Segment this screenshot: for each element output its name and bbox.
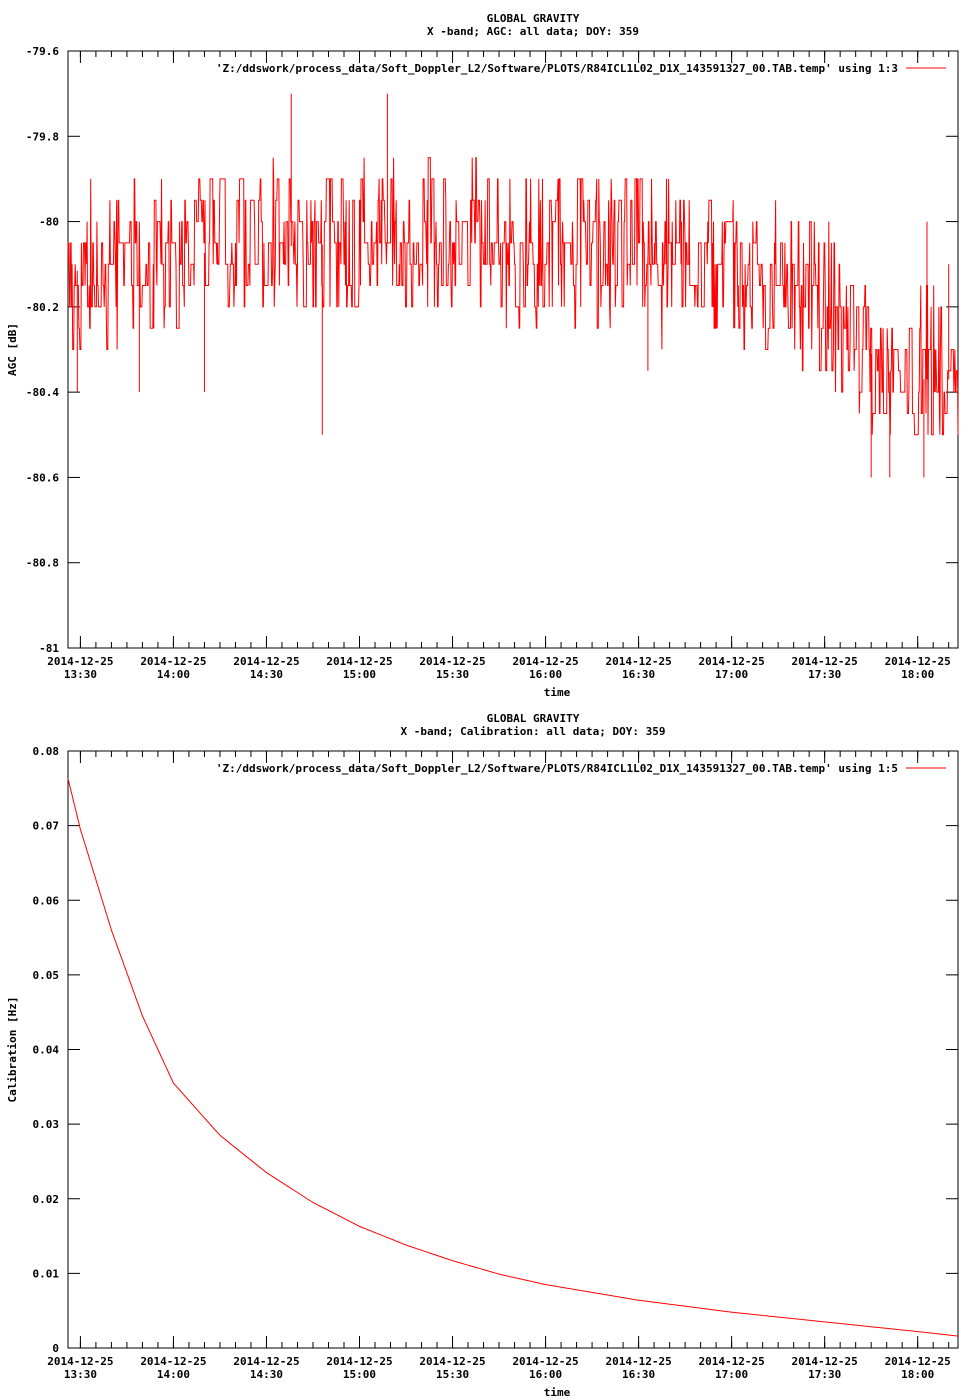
agc-plot: GLOBAL GRAVITY X -band; AGC: all data; D… bbox=[6, 12, 959, 699]
calibration-plot-y-tick-label: 0.02 bbox=[33, 1193, 60, 1206]
calibration-plot-y-tick-label: 0.06 bbox=[33, 894, 60, 907]
agc-plot-legend-label: 'Z:/ddswork/process_data/Soft_Doppler_L2… bbox=[216, 62, 898, 75]
calibration-plot-x-tick-label-date: 2014-12-25 bbox=[699, 1355, 765, 1368]
agc-plot-y-tick-label: -80.8 bbox=[26, 557, 59, 570]
agc-plot-x-tick-label-date: 2014-12-25 bbox=[699, 655, 765, 668]
agc-plot-x-tick-label-date: 2014-12-25 bbox=[233, 655, 299, 668]
calibration-plot-legend-label: 'Z:/ddswork/process_data/Soft_Doppler_L2… bbox=[216, 762, 898, 775]
calibration-plot-x-tick-label-date: 2014-12-25 bbox=[140, 1355, 206, 1368]
calibration-plot-x-tick-label-date: 2014-12-25 bbox=[419, 1355, 485, 1368]
calibration-plot-x-tick-label-date: 2014-12-25 bbox=[233, 1355, 299, 1368]
agc-plot-x-tick-label-date: 2014-12-25 bbox=[326, 655, 392, 668]
calibration-plot-y-axis-label: Calibration [Hz] bbox=[6, 997, 19, 1103]
calibration-plot-x-tick-label-date: 2014-12-25 bbox=[512, 1355, 578, 1368]
agc-plot-x-tick-label-time: 17:00 bbox=[715, 668, 748, 681]
agc-plot-x-tick-label-time: 15:30 bbox=[436, 668, 469, 681]
agc-plot-x-tick-label-date: 2014-12-25 bbox=[512, 655, 578, 668]
agc-plot-y-tick-label: -79.8 bbox=[26, 130, 59, 143]
calibration-plot-title: GLOBAL GRAVITY bbox=[487, 712, 580, 725]
agc-plot-title: GLOBAL GRAVITY bbox=[487, 12, 580, 25]
calibration-plot-x-tick-label-time: 16:00 bbox=[529, 1368, 562, 1381]
agc-plot-x-tick-label-date: 2014-12-25 bbox=[885, 655, 951, 668]
calibration-plot: GLOBAL GRAVITY X -band; Calibration: all… bbox=[6, 712, 959, 1399]
calibration-plot-x-tick-label-date: 2014-12-25 bbox=[326, 1355, 392, 1368]
agc-plot-x-tick-label-time: 13:30 bbox=[64, 668, 97, 681]
agc-plot-x-tick-label-time: 15:00 bbox=[343, 668, 376, 681]
agc-plot-x-tick-label-date: 2014-12-25 bbox=[47, 655, 113, 668]
agc-plot-series-line bbox=[67, 157, 959, 436]
calibration-plot-x-tick-label-date: 2014-12-25 bbox=[885, 1355, 951, 1368]
calibration-plot-x-axis-label: time bbox=[544, 1386, 571, 1399]
calibration-plot-x-tick-label-time: 14:00 bbox=[157, 1368, 190, 1381]
agc-plot-x-tick-label-date: 2014-12-25 bbox=[419, 655, 485, 668]
agc-plot-x-tick-label-time: 14:30 bbox=[250, 668, 283, 681]
calibration-plot-y-tick-label: 0.05 bbox=[33, 969, 60, 982]
agc-plot-x-tick-label-date: 2014-12-25 bbox=[140, 655, 206, 668]
calibration-plot-x-tick-label-date: 2014-12-25 bbox=[792, 1355, 858, 1368]
calibration-plot-y-tick-label: 0.08 bbox=[33, 745, 60, 758]
agc-plot-frame bbox=[67, 50, 959, 649]
calibration-plot-series-line bbox=[67, 778, 959, 1337]
agc-plot-x-tick-label-time: 14:00 bbox=[157, 668, 190, 681]
agc-plot-x-axis-label: time bbox=[544, 686, 571, 699]
calibration-plot-frame bbox=[67, 750, 959, 1349]
agc-plot-x-tick-label-time: 16:30 bbox=[622, 668, 655, 681]
calibration-plot-x-tick-label-time: 17:00 bbox=[715, 1368, 748, 1381]
calibration-plot-y-tick-label: 0.03 bbox=[33, 1118, 60, 1131]
agc-plot-x-tick-label-date: 2014-12-25 bbox=[792, 655, 858, 668]
calibration-plot-x-tick-label-time: 15:30 bbox=[436, 1368, 469, 1381]
calibration-plot-y-tick-label: 0.04 bbox=[33, 1044, 60, 1057]
agc-plot-y-tick-label: -80 bbox=[39, 216, 59, 229]
agc-plot-y-tick-label: -80.2 bbox=[26, 301, 59, 314]
calibration-plot-x-tick-label-time: 17:30 bbox=[808, 1368, 841, 1381]
calibration-plot-y-tick-label: 0.07 bbox=[33, 820, 60, 833]
agc-plot-x-tick-label-time: 18:00 bbox=[901, 668, 934, 681]
agc-plot-y-tick-label: -79.6 bbox=[26, 45, 59, 58]
agc-plot-subtitle: X -band; AGC: all data; DOY: 359 bbox=[427, 25, 639, 38]
agc-plot-x-tick-label-time: 16:00 bbox=[529, 668, 562, 681]
calibration-plot-x-tick-label-time: 14:30 bbox=[250, 1368, 283, 1381]
calibration-plot-x-tick-label-date: 2014-12-25 bbox=[47, 1355, 113, 1368]
calibration-plot-x-tick-label-time: 16:30 bbox=[622, 1368, 655, 1381]
agc-plot-y-axis-label: AGC [dB] bbox=[6, 323, 19, 376]
calibration-plot-y-tick-label: 0 bbox=[52, 1342, 59, 1355]
calibration-plot-x-tick-label-time: 15:00 bbox=[343, 1368, 376, 1381]
calibration-plot-x-tick-label-time: 13:30 bbox=[64, 1368, 97, 1381]
agc-plot-y-tick-label: -80.4 bbox=[26, 386, 59, 399]
calibration-plot-x-tick-label-date: 2014-12-25 bbox=[605, 1355, 671, 1368]
calibration-plot-subtitle: X -band; Calibration: all data; DOY: 359 bbox=[401, 725, 666, 738]
agc-plot-x-tick-label-date: 2014-12-25 bbox=[605, 655, 671, 668]
agc-plot-y-tick-label: -81 bbox=[39, 642, 59, 655]
agc-plot-y-tick-label: -80.6 bbox=[26, 471, 59, 484]
calibration-plot-y-tick-label: 0.01 bbox=[33, 1267, 60, 1280]
calibration-plot-x-tick-label-time: 18:00 bbox=[901, 1368, 934, 1381]
agc-plot-x-tick-label-time: 17:30 bbox=[808, 668, 841, 681]
